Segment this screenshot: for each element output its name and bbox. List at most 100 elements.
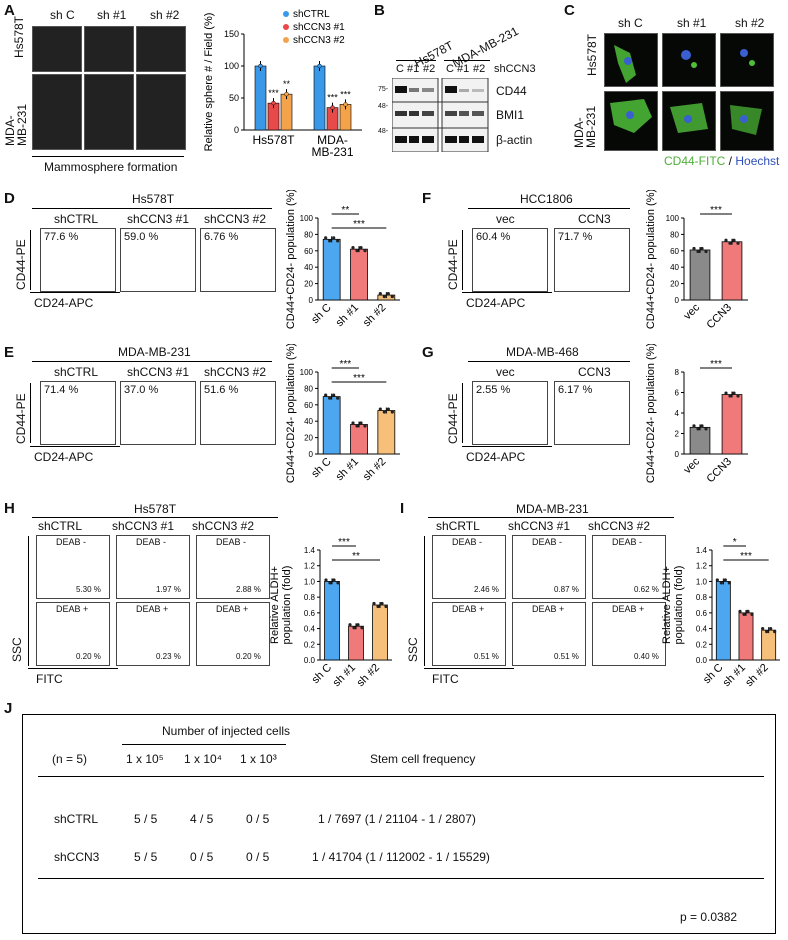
data-point [324, 236, 328, 240]
b-mw-marker: 75- [378, 86, 389, 93]
data-point [692, 246, 696, 251]
a-micro-image [84, 26, 134, 72]
y-tick-label: 1.0 [304, 577, 316, 586]
i-top-pct: 2.46 % [474, 585, 499, 594]
a-micro-image [32, 74, 82, 150]
e-yaxis-arrow [30, 383, 31, 443]
data-point [700, 246, 704, 251]
panel-letter-d: D [4, 190, 15, 207]
i-bottom-pct: 0.51 % [474, 652, 499, 661]
y-tick-label: 20 [304, 280, 313, 289]
category-label: sh C [310, 662, 335, 687]
i-col-label: shCRTL [436, 519, 480, 533]
data-point [363, 249, 367, 253]
y-tick-label: 60 [670, 247, 679, 256]
panel-letter-a: A [4, 2, 15, 19]
e-flow-plot [200, 381, 276, 445]
j-row-name: shCCN3 [54, 850, 100, 864]
category-label: MDA- [317, 133, 348, 147]
category-label: MB-231 [311, 145, 353, 159]
h-deab-tag: DEAB - [216, 537, 247, 547]
panel-letter-i: I [400, 500, 405, 517]
data-point [390, 294, 394, 299]
category-label: sh #1 [334, 456, 362, 484]
j-col-header: 1 x 10³ [240, 752, 277, 766]
data-point [742, 612, 746, 616]
y-tick-label: 0 [309, 450, 314, 459]
b-lane-label: #1 [457, 63, 470, 75]
e-xaxis-arrow [30, 446, 120, 447]
category-label: Hs578T [252, 133, 295, 147]
y-tick-label: 0.0 [696, 656, 708, 665]
i-aldh-plot [592, 602, 666, 666]
f-flow-pct: 60.4 % [476, 231, 511, 243]
legend-marker [283, 11, 289, 17]
data-point [746, 609, 750, 613]
g-plot-label: vec [496, 365, 515, 379]
data-point [723, 578, 727, 582]
e-plot-label: shCCN3 #2 [204, 365, 267, 379]
category-label: vec [682, 301, 703, 322]
category-label: sh #1 [334, 302, 362, 330]
i-yaxis-arrow [424, 536, 425, 666]
y-tick-label: 0.2 [696, 640, 708, 649]
y-tick-label: 0.0 [304, 656, 316, 665]
f-yaxis-arrow [462, 230, 463, 290]
data-point [355, 249, 359, 253]
c-row-label: MDA- MB-231 [572, 105, 598, 148]
d-yaxis-label: CD44-PE [14, 239, 28, 290]
d-yaxis-arrow [30, 230, 31, 290]
data-point [258, 63, 263, 69]
c-col-label: sh #2 [735, 16, 765, 30]
e-flow-pct: 51.6 % [204, 384, 239, 396]
data-point [376, 604, 380, 609]
y-tick-label: 100 [224, 61, 239, 71]
c-stain-legend: CD44-FITC / Hoechst [664, 154, 779, 168]
data-point [332, 578, 336, 582]
y-tick-label: 60 [304, 247, 313, 256]
h-title: Hs578T [134, 502, 177, 516]
data-point [336, 239, 340, 243]
legend-label: shCTRL [293, 9, 330, 20]
h-xaxis-label: FITC [36, 672, 63, 686]
e-flow-pct: 71.4 % [44, 384, 79, 396]
y-tick-label: 0 [234, 125, 239, 135]
data-point [715, 578, 719, 582]
a-col-label: sh #2 [150, 8, 180, 22]
y-tick-label: 0 [675, 450, 680, 459]
d-title-line [32, 208, 272, 209]
d-flow-plot [120, 228, 196, 292]
panel-letter-h: H [4, 500, 15, 517]
data-point [332, 236, 336, 240]
e-title-line [32, 361, 272, 362]
bar [350, 424, 368, 455]
bar [689, 426, 711, 455]
data-point [343, 102, 348, 107]
b-mw-marker: 48- [378, 128, 389, 135]
c-cell-overlay [610, 45, 762, 135]
i-deab-tag: DEAB - [452, 537, 483, 547]
b-lane-label: #1 [407, 63, 420, 75]
e-plot-label: shCCN3 #1 [127, 365, 190, 379]
b-lane-label: #2 [423, 63, 436, 75]
y-tick-label: 100 [666, 214, 680, 223]
c-fluorescence-image [662, 33, 716, 87]
j-cell: 0 / 5 [246, 850, 270, 864]
sig-label: *** [338, 537, 350, 548]
h-yaxis-label: SSC [10, 637, 24, 662]
data-point [696, 427, 700, 431]
j-header-line [38, 776, 764, 777]
h-col-label: shCTRL [38, 519, 83, 533]
i-aldh-plot [432, 602, 506, 666]
bar [324, 581, 340, 661]
h-aldh-plot [36, 535, 110, 599]
category-label: CCN3 [704, 456, 734, 486]
sig-label: ** [283, 79, 291, 89]
a-micro-image [32, 26, 82, 72]
data-point [736, 241, 740, 245]
data-point [696, 249, 700, 254]
y-tick-label: 60 [304, 401, 313, 410]
a-micro-image [136, 74, 186, 150]
bar [715, 581, 731, 661]
e-xaxis-label: CD24-APC [34, 450, 94, 464]
